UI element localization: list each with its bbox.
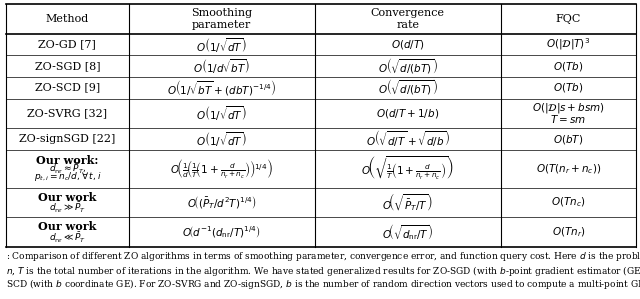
Text: Method: Method — [46, 14, 89, 24]
Text: $O(Tn_c)$: $O(Tn_c)$ — [551, 196, 586, 209]
Text: : Comparison of different ZO algorithms in terms of smoothing parameter, converg: : Comparison of different ZO algorithms … — [6, 250, 640, 263]
Text: $d_{\mathrm{nr}}\approx\bar{P}_T,$: $d_{\mathrm{nr}}\approx\bar{P}_T,$ — [49, 161, 86, 176]
Text: ZO-signSGD [22]: ZO-signSGD [22] — [19, 134, 116, 144]
Text: $O(Tn_r)$: $O(Tn_r)$ — [552, 225, 585, 239]
Text: $d_{\mathrm{nr}}\ll\bar{P}_T$: $d_{\mathrm{nr}}\ll\bar{P}_T$ — [49, 230, 86, 245]
Text: $O\left(1/\sqrt{dT}\right)$: $O\left(1/\sqrt{dT}\right)$ — [196, 36, 247, 54]
Text: $O\!\left(\sqrt{\bar{P}_T/T}\right)$: $O\!\left(\sqrt{\bar{P}_T/T}\right)$ — [382, 191, 433, 213]
Text: $O\left(d/T\right)$: $O\left(d/T\right)$ — [391, 38, 424, 51]
Text: FQC: FQC — [556, 14, 581, 24]
Text: $O\left(1/d\sqrt{bT}\right)$: $O\left(1/d\sqrt{bT}\right)$ — [193, 57, 250, 75]
Text: ZO-SCD [9]: ZO-SCD [9] — [35, 83, 100, 93]
Text: $O\!\left(\sqrt{d_{\mathrm{nr}}/T}\right)$: $O\!\left(\sqrt{d_{\mathrm{nr}}/T}\right… — [382, 222, 433, 242]
Text: $n$, $T$ is the total number of iterations in the algorithm. We have stated gene: $n$, $T$ is the total number of iteratio… — [6, 263, 640, 277]
Text: Convergence
rate: Convergence rate — [371, 8, 445, 30]
Text: $O(T(n_r+n_c))$: $O(T(n_r+n_c))$ — [536, 162, 601, 176]
Text: $p_{t,i}=n_c/d,\forall\,t,i$: $p_{t,i}=n_c/d,\forall\,t,i$ — [34, 171, 101, 183]
Text: $O\left(\sqrt{d/(bT)}\right)$: $O\left(\sqrt{d/(bT)}\right)$ — [378, 78, 438, 97]
Text: $O\left(|\mathcal{D}|s+bsm\right)$: $O\left(|\mathcal{D}|s+bsm\right)$ — [532, 101, 605, 115]
Text: ZO-GD [7]: ZO-GD [7] — [38, 39, 97, 50]
Text: Our work: Our work — [38, 192, 97, 203]
Text: $O\!\left(d^{-1}(d_{\mathrm{nr}}/T)^{1/4}\right)$: $O\!\left(d^{-1}(d_{\mathrm{nr}}/T)^{1/4… — [182, 224, 261, 240]
Text: SCD (with $b$ coordinate GE). For ZO-SVRG and ZO-signSGD, $b$ is the number of r: SCD (with $b$ coordinate GE). For ZO-SVR… — [6, 277, 640, 291]
Text: $O\left(1/\sqrt{dT}\right)$: $O\left(1/\sqrt{dT}\right)$ — [196, 130, 247, 148]
Text: $O\left(\sqrt{d/T}+\sqrt{d/b}\right)$: $O\left(\sqrt{d/T}+\sqrt{d/b}\right)$ — [365, 129, 449, 149]
Text: $O\!\left(\sqrt{\frac{1}{T}\!\left(1+\frac{d}{n_r+n_c}\right)}\right)$: $O\!\left(\sqrt{\frac{1}{T}\!\left(1+\fr… — [362, 155, 454, 182]
Text: $O\!\left(\frac{1}{d}\!\left(\frac{1}{T}\!\left(1+\frac{d}{n_r+n_c}\right)\right: $O\!\left(\frac{1}{d}\!\left(\frac{1}{T}… — [170, 157, 273, 180]
Text: ZO-SVRG [32]: ZO-SVRG [32] — [28, 108, 108, 118]
Text: $O\left(1/\sqrt{dT}\right)$: $O\left(1/\sqrt{dT}\right)$ — [196, 104, 247, 122]
Text: $T=sm$: $T=sm$ — [550, 113, 586, 125]
Text: $O\left(1/\sqrt{bT}+(dbT)^{-1/4}\right)$: $O\left(1/\sqrt{bT}+(dbT)^{-1/4}\right)$ — [167, 78, 276, 97]
Text: $O\left(Tb\right)$: $O\left(Tb\right)$ — [553, 60, 584, 73]
Text: ZO-SGD [8]: ZO-SGD [8] — [35, 61, 100, 71]
Text: $O\left(Tb\right)$: $O\left(Tb\right)$ — [553, 81, 584, 94]
Text: $d_{\mathrm{nr}}\gg\bar{P}_T$: $d_{\mathrm{nr}}\gg\bar{P}_T$ — [49, 201, 86, 215]
Text: Our work: Our work — [38, 221, 97, 232]
Text: Smoothing
parameter: Smoothing parameter — [191, 8, 252, 30]
Text: $O\left(bT\right)$: $O\left(bT\right)$ — [553, 132, 584, 146]
Text: $O\!\left((\bar{P}_T/d^2T)^{1/4}\right)$: $O\!\left((\bar{P}_T/d^2T)^{1/4}\right)$ — [187, 194, 257, 211]
Text: $O\left(\sqrt{d/(bT)}\right)$: $O\left(\sqrt{d/(bT)}\right)$ — [378, 57, 438, 76]
Text: Our work:: Our work: — [36, 155, 99, 166]
Text: $O\left(d/T+1/b\right)$: $O\left(d/T+1/b\right)$ — [376, 107, 439, 120]
Text: $O\left(|\mathcal{D}|T\right)^{3}$: $O\left(|\mathcal{D}|T\right)^{3}$ — [547, 36, 590, 52]
